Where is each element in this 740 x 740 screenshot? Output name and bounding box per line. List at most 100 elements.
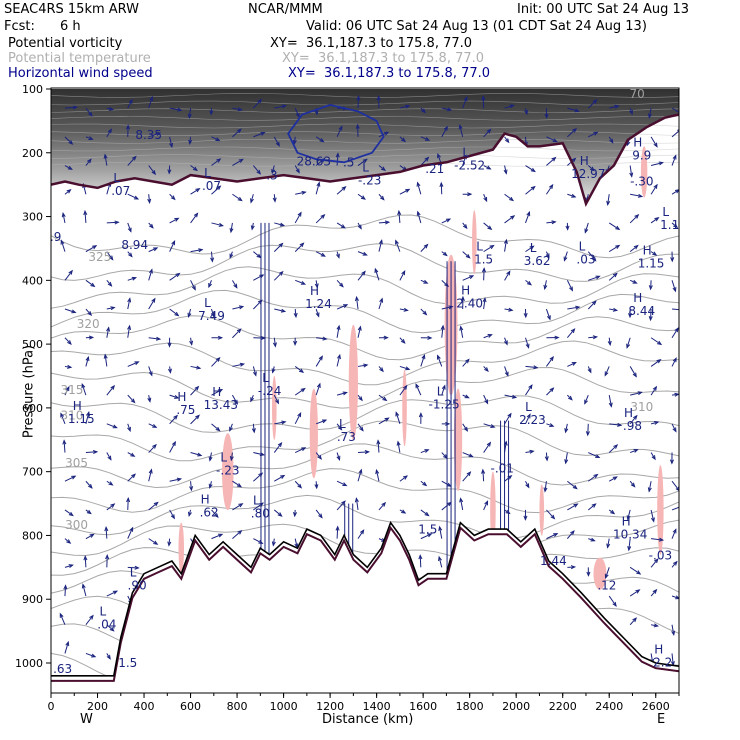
- wind-vector: [127, 155, 137, 166]
- extremum-value: -.03: [649, 548, 672, 562]
- wind-vector: [629, 617, 638, 626]
- wind-vector: [462, 471, 472, 482]
- wind-vector: [482, 297, 487, 310]
- wind-vector: [189, 337, 194, 346]
- wind-vector: [127, 452, 136, 457]
- wind-vector: [669, 452, 674, 465]
- negative-pv-patch: [348, 324, 358, 440]
- extremum-marker: L: [525, 400, 532, 414]
- wind-vector: [148, 165, 157, 176]
- wind-vector: [439, 181, 444, 195]
- wind-vector: [588, 275, 601, 281]
- wind-vector: [397, 209, 402, 223]
- wind-vector: [127, 423, 131, 433]
- wind-vector: [671, 595, 679, 600]
- wind-vector: [416, 181, 422, 195]
- theta-label: 315: [60, 383, 83, 397]
- field-xy-pv: XY= 36.1,187.3 to 175.8, 77.0: [270, 36, 473, 51]
- wind-vector: [232, 529, 243, 540]
- wind-vector: [567, 305, 581, 310]
- wind-vector: [273, 394, 280, 405]
- stratospheric-pv-shading: [51, 89, 679, 204]
- wind-vector: [671, 624, 676, 636]
- wind-vector: [64, 269, 73, 281]
- wind-vector: [354, 497, 359, 511]
- wind-vector: [567, 394, 573, 401]
- wind-vector: [374, 267, 380, 281]
- wind-vector: [608, 509, 616, 515]
- wind-vector: [357, 423, 364, 432]
- y-axis-title: Pressure (hPa): [21, 344, 37, 439]
- wind-vector: [586, 567, 591, 577]
- wind-vector: [504, 270, 511, 281]
- wind-vector: [231, 280, 238, 289]
- wind-vector: [483, 334, 493, 339]
- extremum-marker: L: [476, 239, 483, 253]
- wind-vector: [294, 165, 300, 174]
- wind-vector: [525, 210, 531, 224]
- wind-vector: [211, 388, 224, 396]
- extremum-value: 1.1: [660, 218, 679, 232]
- wind-vector: [210, 251, 215, 263]
- wind-vector: [462, 192, 473, 197]
- x-tick-label: 600: [180, 700, 201, 713]
- wind-vector: [378, 297, 384, 310]
- wind-vector: [441, 480, 452, 487]
- wind-vector: [294, 366, 305, 373]
- wind-vector: [127, 297, 132, 310]
- extremum-value: .03: [576, 252, 595, 266]
- wind-vector: [588, 452, 601, 459]
- wind-vector: [127, 193, 140, 200]
- wind-vector: [546, 533, 559, 540]
- theta-contour: [51, 494, 679, 539]
- wind-vector: [567, 127, 578, 138]
- extremum-value: 8.94: [121, 238, 148, 252]
- wind-vector: [650, 509, 655, 523]
- extremum-value: .63: [53, 662, 72, 676]
- init-time: Init: 00 UTC Sat 24 Aug 13: [517, 2, 690, 17]
- extremum-value: -1.25: [429, 397, 460, 411]
- wind-vector: [106, 653, 111, 660]
- wind-vector: [546, 387, 555, 396]
- wind-vector: [250, 194, 254, 204]
- extremum-value: .62: [200, 506, 219, 520]
- wind-vector: [608, 136, 614, 144]
- wind-vector: [525, 185, 536, 195]
- extremum-value: 13.43: [204, 398, 238, 412]
- wind-vector: [336, 222, 346, 229]
- wind-vector: [64, 105, 78, 110]
- wind-vector: [336, 304, 349, 310]
- wind-vector: [629, 414, 638, 425]
- wind-vector: [85, 614, 94, 626]
- wind-vector: [588, 537, 596, 542]
- wind-vector: [584, 222, 589, 234]
- wind-vector: [587, 300, 597, 310]
- wind-vector: [546, 509, 556, 520]
- extremum-value: .07: [111, 184, 130, 198]
- wind-vector: [629, 213, 640, 224]
- wind-vector: [106, 106, 115, 111]
- wind-vector: [64, 385, 70, 396]
- theta-label: 310: [60, 408, 83, 422]
- wind-vector: [355, 123, 360, 137]
- wind-vector: [83, 555, 88, 568]
- wind-vector: [587, 251, 597, 262]
- x-tick-label: 1600: [409, 700, 437, 713]
- wind-vector: [169, 308, 180, 317]
- wind-vector: [336, 391, 348, 396]
- wind-vector: [64, 308, 77, 314]
- extremum-marker: H: [310, 284, 319, 298]
- wind-vector: [629, 107, 633, 116]
- extremum-value: 1.24: [305, 297, 332, 311]
- wind-vector: [357, 363, 369, 368]
- wind-vector: [127, 565, 140, 570]
- extremum-value: -.23: [216, 464, 239, 478]
- wind-vector: [336, 452, 341, 461]
- wind-vector: [525, 480, 530, 489]
- x-tick-label: 0: [48, 700, 55, 713]
- wind-vector: [85, 335, 95, 340]
- wind-vector: [210, 308, 215, 318]
- theta-label: 320: [77, 317, 100, 331]
- y-tick-label: 900: [22, 593, 43, 606]
- valid-time: Valid: 06 UTC Sat 24 Aug 13 (01 CDT Sat …: [306, 19, 647, 34]
